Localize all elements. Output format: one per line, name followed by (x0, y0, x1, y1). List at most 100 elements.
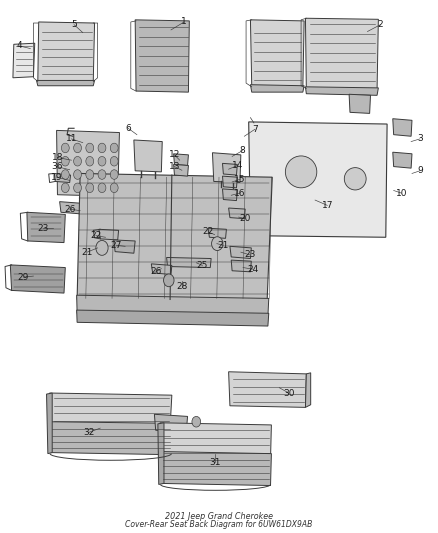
Polygon shape (13, 43, 35, 78)
Text: 17: 17 (321, 201, 333, 210)
Polygon shape (46, 393, 52, 454)
Polygon shape (166, 257, 211, 268)
Circle shape (98, 143, 106, 153)
Text: 30: 30 (283, 389, 295, 398)
Polygon shape (393, 152, 412, 168)
Circle shape (86, 183, 94, 192)
Polygon shape (251, 20, 304, 88)
Circle shape (110, 157, 118, 166)
Circle shape (96, 240, 108, 255)
Text: 20: 20 (240, 214, 251, 223)
Text: 31: 31 (209, 458, 220, 466)
Polygon shape (208, 228, 226, 238)
Text: 27: 27 (111, 241, 122, 250)
Circle shape (192, 416, 201, 427)
Text: 29: 29 (18, 273, 29, 281)
Polygon shape (77, 310, 269, 326)
Circle shape (61, 143, 69, 153)
Polygon shape (99, 229, 119, 240)
Polygon shape (229, 208, 245, 219)
Text: 26: 26 (64, 205, 75, 214)
Circle shape (110, 183, 118, 192)
Polygon shape (229, 372, 306, 407)
Text: 9: 9 (417, 166, 423, 175)
Text: 2: 2 (378, 20, 383, 29)
Text: 21: 21 (81, 248, 93, 257)
Text: 7: 7 (252, 125, 258, 134)
Polygon shape (223, 176, 237, 188)
Polygon shape (135, 20, 189, 92)
Circle shape (98, 157, 106, 166)
Polygon shape (57, 131, 120, 196)
Text: 14: 14 (232, 161, 243, 170)
Text: 18: 18 (52, 153, 63, 162)
Polygon shape (38, 22, 95, 82)
Polygon shape (230, 246, 251, 259)
Polygon shape (212, 153, 241, 182)
Text: 21: 21 (218, 241, 229, 250)
Circle shape (61, 157, 69, 166)
Circle shape (74, 169, 81, 179)
Text: 10: 10 (396, 189, 407, 198)
Text: 15: 15 (234, 175, 246, 184)
Polygon shape (305, 18, 378, 90)
Polygon shape (77, 173, 272, 303)
Polygon shape (158, 423, 164, 484)
Circle shape (98, 183, 106, 192)
Polygon shape (159, 451, 272, 486)
Polygon shape (173, 154, 188, 165)
Text: 12: 12 (169, 150, 180, 159)
Polygon shape (305, 87, 378, 95)
Text: 8: 8 (240, 146, 245, 155)
Circle shape (163, 274, 174, 287)
Text: 5: 5 (71, 20, 77, 29)
Polygon shape (36, 80, 95, 86)
Polygon shape (249, 122, 387, 237)
Polygon shape (393, 119, 412, 136)
Text: 3: 3 (417, 134, 423, 143)
Text: 24: 24 (247, 265, 259, 273)
Text: 23: 23 (38, 224, 49, 233)
Text: 23: 23 (244, 251, 255, 260)
Text: 32: 32 (83, 428, 95, 437)
Text: 6: 6 (125, 124, 131, 133)
Polygon shape (49, 393, 172, 427)
Text: Cover-Rear Seat Back Diagram for 6UW61DX9AB: Cover-Rear Seat Back Diagram for 6UW61DX… (125, 520, 313, 529)
Text: 26: 26 (150, 268, 161, 276)
Text: 25: 25 (197, 261, 208, 270)
Polygon shape (223, 164, 237, 175)
Text: 22: 22 (202, 228, 214, 237)
Circle shape (212, 237, 223, 251)
Text: 2021 Jeep Grand Cherokee: 2021 Jeep Grand Cherokee (165, 512, 273, 521)
Polygon shape (11, 265, 65, 293)
Polygon shape (114, 240, 135, 253)
Text: 1: 1 (181, 18, 187, 27)
Circle shape (61, 183, 69, 192)
Circle shape (110, 143, 118, 153)
Polygon shape (60, 201, 88, 214)
Circle shape (74, 183, 81, 192)
Text: 28: 28 (176, 282, 187, 291)
Polygon shape (251, 85, 304, 92)
Circle shape (74, 143, 81, 153)
Circle shape (86, 169, 94, 179)
Circle shape (86, 143, 94, 153)
Circle shape (74, 157, 81, 166)
Polygon shape (134, 140, 162, 172)
Polygon shape (151, 264, 172, 274)
Polygon shape (223, 189, 237, 200)
Text: 11: 11 (66, 134, 77, 143)
Circle shape (86, 157, 94, 166)
Text: 22: 22 (90, 231, 102, 240)
Ellipse shape (286, 156, 317, 188)
Polygon shape (349, 94, 371, 114)
Polygon shape (160, 423, 272, 459)
Text: 36: 36 (51, 162, 62, 171)
Polygon shape (305, 373, 311, 407)
Polygon shape (49, 422, 172, 455)
Text: 13: 13 (169, 162, 180, 171)
Polygon shape (154, 414, 187, 432)
Polygon shape (54, 173, 71, 182)
Text: 16: 16 (234, 189, 246, 198)
Polygon shape (27, 212, 65, 243)
